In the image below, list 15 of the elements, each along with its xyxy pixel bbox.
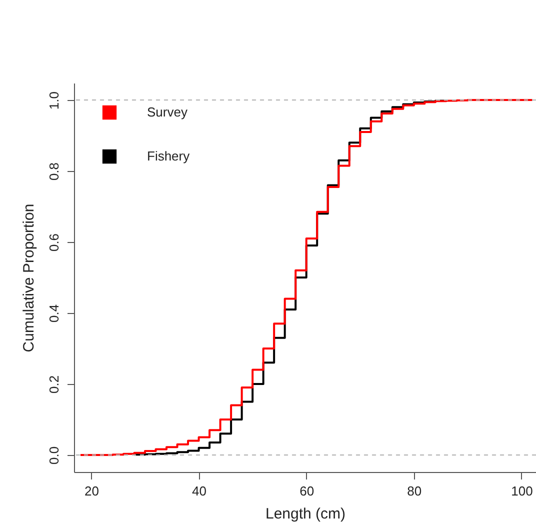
y-axis-title: Cumulative Proportion [20, 204, 38, 352]
x-axis-title: Length (cm) [265, 506, 346, 522]
x-tick-label: 100 [511, 484, 533, 498]
x-tick-label: 40 [192, 484, 207, 498]
x-tick-label: 60 [300, 484, 314, 498]
legend-label: Fishery [147, 148, 190, 164]
legend-label: Survey [147, 104, 188, 120]
y-tick-label: 0.8 [46, 162, 62, 181]
y-tick-label: 0.4 [46, 304, 62, 323]
y-tick-label: 0.6 [46, 233, 62, 252]
y-tick-label: 0.2 [46, 375, 62, 394]
y-tick-label: 1.0 [46, 91, 62, 110]
x-tick-label: 20 [84, 484, 99, 498]
x-tick-label: 80 [407, 484, 422, 498]
y-tick-label: 0.0 [46, 446, 62, 465]
